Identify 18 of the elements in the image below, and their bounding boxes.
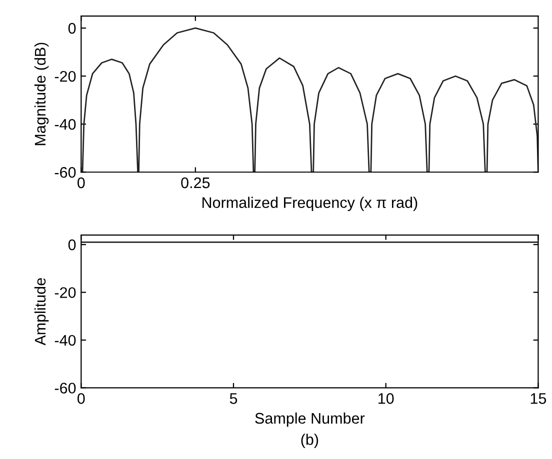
- y-tick-label: -60: [54, 382, 76, 394]
- y-tick-label: -20: [54, 70, 76, 82]
- y-tick-label: -20: [54, 287, 76, 298]
- y-tick-label: -40: [54, 334, 76, 346]
- x-tick-label: 0.25: [181, 177, 210, 188]
- y-tick-label: -60: [54, 166, 76, 178]
- x-axis-title: Normalized Frequency (x π rad): [202, 196, 418, 212]
- y-tick-label: -40: [54, 118, 76, 130]
- x-axis-title: Sample Number: [255, 412, 365, 427]
- x-tick-label: 10: [378, 393, 394, 404]
- y-axis-title: Magnitude (dB): [34, 42, 49, 146]
- y-tick-label: 0: [68, 239, 76, 250]
- text: (b): [301, 434, 318, 448]
- y-tick-label: 0: [68, 22, 76, 34]
- x-tick-label: 5: [230, 393, 238, 404]
- y-axis-title: Amplitude: [34, 278, 49, 346]
- x-tick-label: 15: [530, 393, 546, 404]
- x-tick-label: 0: [77, 393, 85, 404]
